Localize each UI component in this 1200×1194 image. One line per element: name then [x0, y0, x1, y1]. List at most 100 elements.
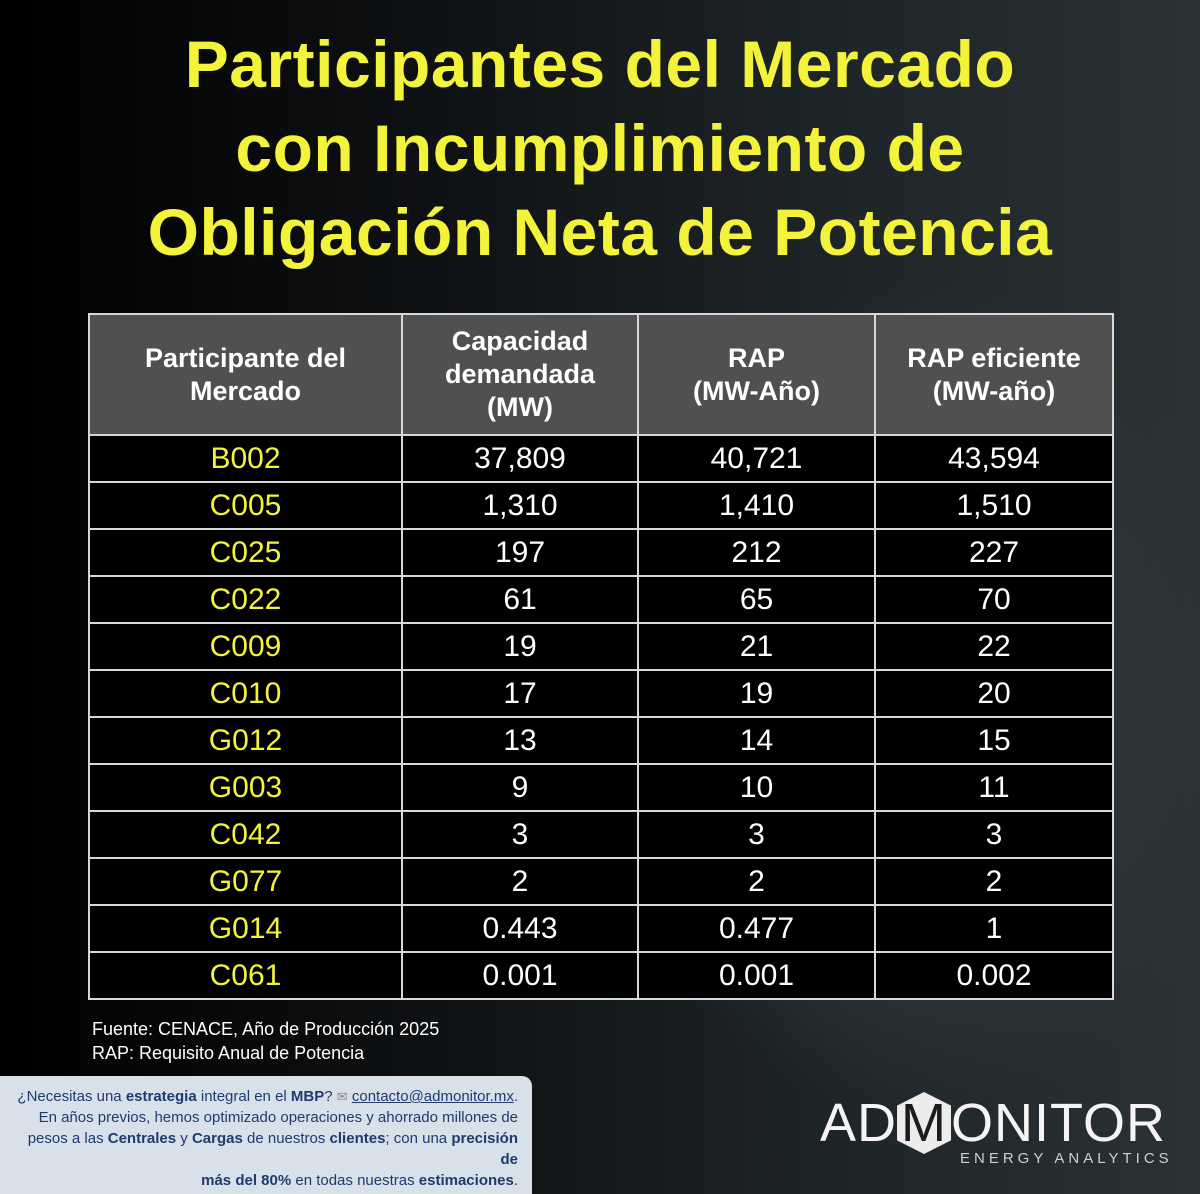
promo-text: de nuestros [242, 1130, 330, 1147]
promo-text: ? [324, 1088, 337, 1105]
promo-text: . [513, 1172, 518, 1189]
cell-rap: 40,721 [637, 434, 876, 483]
logo-tagline: ENERGY ANALYTICS [960, 1150, 1173, 1167]
cell-rap-efficient: 43,594 [874, 434, 1114, 483]
promo-text: en todas nuestras [291, 1172, 419, 1189]
header-line: (MW-año) [932, 375, 1056, 406]
promo-text: y [176, 1130, 192, 1147]
cell-rap-efficient: 20 [874, 669, 1114, 718]
header-line: Mercado [189, 375, 302, 406]
table-row: G012 13 14 15 [88, 716, 1114, 765]
promo-text: ¿Necesitas una [17, 1088, 126, 1105]
cell-participant-id: C009 [88, 622, 403, 671]
promo-text: ; con una [385, 1130, 452, 1147]
promo-bold: estrategia [125, 1088, 197, 1105]
header-line: (MW) [487, 392, 553, 422]
cell-capacity: 37,809 [401, 434, 639, 483]
cell-capacity: 2 [401, 857, 639, 906]
source-note: Fuente: CENACE, Año de Producción 2025 [92, 1019, 440, 1039]
header-line: Participante del [144, 342, 347, 373]
cell-participant-id: C022 [88, 575, 403, 624]
contact-email-link[interactable]: contacto@admonitor.mx [351, 1088, 514, 1105]
cell-rap-efficient: 227 [874, 528, 1114, 577]
cell-participant-id: G003 [88, 763, 403, 812]
cell-rap: 2 [637, 857, 876, 906]
cell-rap-efficient: 3 [874, 810, 1114, 859]
table-header-row: Participante del Mercado Capacidad deman… [88, 313, 1114, 436]
table-row: G077 2 2 2 [88, 857, 1114, 906]
promo-box: ¿Necesitas una estrategia integral en el… [0, 1076, 532, 1194]
table-row: C025 197 212 227 [88, 528, 1114, 577]
cell-capacity: 61 [401, 575, 639, 624]
table-row: G014 0.443 0.477 1 [88, 904, 1114, 953]
table-row: C042 3 3 3 [88, 810, 1114, 859]
cell-rap: 0.001 [637, 951, 876, 1000]
cell-rap-efficient: 22 [874, 622, 1114, 671]
cell-participant-id: B002 [88, 434, 403, 483]
header-line: Capacidad [451, 326, 589, 356]
participants-table: Participante del Mercado Capacidad deman… [88, 313, 1114, 1000]
cell-rap-efficient: 2 [874, 857, 1114, 906]
rap-definition-note: RAP: Requisito Anual de Potencia [92, 1043, 365, 1063]
promo-bold: Cargas [191, 1130, 243, 1147]
promo-line-4: más del 80% en todas nuestras estimacion… [10, 1170, 518, 1191]
cell-rap-efficient: 15 [874, 716, 1114, 765]
cell-rap-efficient: 0.002 [874, 951, 1114, 1000]
cell-capacity: 13 [401, 716, 639, 765]
logo-part: AD [820, 1093, 898, 1153]
header-rap-efficient: RAP eficiente (MW-año) [874, 313, 1114, 436]
cell-participant-id: G014 [88, 904, 403, 953]
table-row: C010 17 19 20 [88, 669, 1114, 718]
promo-text: pesos a las [27, 1130, 108, 1147]
cell-participant-id: C010 [88, 669, 403, 718]
cell-rap-efficient: 70 [874, 575, 1114, 624]
promo-bold: MBP [290, 1088, 325, 1105]
promo-bold: clientes [329, 1130, 386, 1147]
cell-capacity: 0.443 [401, 904, 639, 953]
table-row: B002 37,809 40,721 43,594 [88, 434, 1114, 483]
promo-text: . [513, 1088, 518, 1105]
cell-rap: 19 [637, 669, 876, 718]
logo-wordmark: ADMONITOR [820, 1092, 1166, 1154]
title-line-3: Obligación Neta de Potencia [147, 195, 1053, 269]
cell-rap: 14 [637, 716, 876, 765]
table-row: C061 0.001 0.001 0.002 [88, 951, 1114, 1000]
cell-capacity: 9 [401, 763, 639, 812]
table-row: G003 9 10 11 [88, 763, 1114, 812]
cell-rap: 212 [637, 528, 876, 577]
promo-bold: precisión de [451, 1130, 518, 1168]
cell-rap-efficient: 1 [874, 904, 1114, 953]
cell-participant-id: C061 [88, 951, 403, 1000]
cell-rap: 65 [637, 575, 876, 624]
cell-rap-efficient: 11 [874, 763, 1114, 812]
promo-bold: más del 80% [201, 1172, 292, 1189]
footnotes: Fuente: CENACE, Año de Producción 2025 R… [92, 1017, 439, 1065]
promo-line-3: pesos a las Centrales y Cargas de nuestr… [10, 1128, 518, 1170]
cell-rap: 10 [637, 763, 876, 812]
table-row: C009 19 21 22 [88, 622, 1114, 671]
admonitor-logo: ADMONITOR ENERGY ANALYTICS [820, 1092, 1169, 1172]
cell-participant-id: C025 [88, 528, 403, 577]
promo-bold: Centrales [107, 1130, 177, 1147]
header-line: (MW-Año) [693, 375, 820, 406]
header-capacity: Capacidad demandada (MW) [401, 313, 639, 436]
cell-participant-id: G077 [88, 857, 403, 906]
table-row: C005 1,310 1,410 1,510 [88, 481, 1114, 530]
cell-capacity: 1,310 [401, 481, 639, 530]
cell-rap: 1,410 [637, 481, 876, 530]
header-line: demandada [444, 359, 596, 389]
title-line-1: Participantes del Mercado [184, 27, 1016, 101]
cell-participant-id: C005 [88, 481, 403, 530]
cell-capacity: 19 [401, 622, 639, 671]
cell-rap: 21 [637, 622, 876, 671]
cell-capacity: 197 [401, 528, 639, 577]
promo-line-1: ¿Necesitas una estrategia integral en el… [10, 1086, 518, 1107]
cell-capacity: 3 [401, 810, 639, 859]
promo-text: integral en el [196, 1088, 291, 1105]
cell-rap: 3 [637, 810, 876, 859]
table-row: C022 61 65 70 [88, 575, 1114, 624]
header-line: RAP [727, 342, 785, 373]
cell-rap-efficient: 1,510 [874, 481, 1114, 530]
cell-participant-id: G012 [88, 716, 403, 765]
envelope-icon: ✉ [336, 1089, 348, 1104]
